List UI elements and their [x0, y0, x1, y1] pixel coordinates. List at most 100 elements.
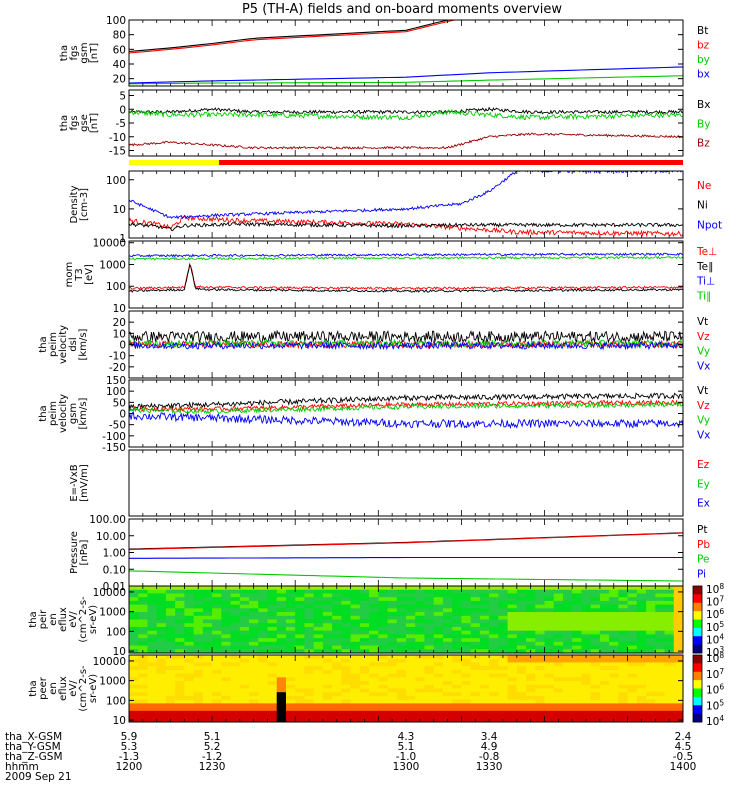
spectrogram-cell: [461, 626, 472, 632]
spectrogram-cell: [239, 707, 250, 712]
spectrogram-cell: [313, 589, 324, 595]
spectrogram-cell: [461, 641, 472, 647]
spectrogram-cell: [664, 626, 675, 632]
spectrogram-cell: [396, 597, 407, 602]
spectrogram-cell: [507, 662, 518, 667]
spectrogram-cell: [249, 634, 259, 639]
y-tick-label: 0.10: [103, 564, 126, 576]
spectrogram-cell: [479, 681, 490, 686]
spectrogram-cell: [516, 645, 527, 650]
spectrogram-cell: [396, 586, 407, 591]
spectrogram-cell: [129, 662, 139, 667]
spectrogram-cell: [212, 615, 222, 621]
spectrogram-cell: [193, 641, 204, 647]
spectrogram-cell: [590, 714, 601, 719]
spectrogram-cell: [359, 641, 370, 647]
spectrogram-cell: [221, 615, 232, 621]
spectrogram-cell: [489, 710, 499, 716]
spectrogram-cell: [322, 641, 333, 647]
spectrogram-cell: [516, 600, 527, 606]
spectrogram-cell: [369, 662, 379, 667]
spectrogram-cell: [175, 615, 185, 621]
spectrogram-cell: [516, 662, 527, 667]
spectrogram-cell: [239, 718, 250, 722]
spectrogram-cell: [332, 630, 342, 635]
spectrogram-cell: [193, 626, 204, 632]
spectrogram-cell: [359, 593, 370, 598]
spectrogram-cell: [378, 681, 389, 686]
spectrogram-cell: [470, 604, 481, 609]
spectrogram-cell: [507, 638, 518, 643]
spectrogram-cell: [249, 684, 259, 690]
spectrogram-cell: [267, 699, 278, 704]
spectrogram-cell: [258, 612, 269, 617]
spectrogram-cell: [359, 688, 370, 693]
spectrogram-cell: [609, 623, 619, 628]
spectrogram-cell: [221, 612, 232, 617]
spectrogram-cell: [295, 649, 306, 653]
y-tick-label: 100: [106, 281, 126, 293]
spectrogram-cell: [156, 623, 167, 628]
colorbar-exponent: 6: [719, 607, 724, 616]
spectrogram-cell: [387, 684, 398, 690]
legend-Bx: Bx: [697, 99, 710, 111]
spectrogram-cell: [535, 649, 546, 653]
spectrogram-cell: [295, 655, 306, 660]
series-line-bx: [129, 66, 683, 84]
spectrogram-cell: [516, 626, 527, 632]
spectrogram-cell: [175, 669, 185, 675]
spectrogram-cell: [221, 662, 232, 667]
spectrogram-cell: [618, 623, 629, 628]
spectrogram-cell: [562, 662, 573, 667]
spectrogram-cell: [313, 608, 324, 613]
spectrogram-cell: [184, 645, 195, 650]
spectrogram-cell: [276, 681, 287, 686]
spectrogram-cell: [369, 669, 379, 675]
spectrogram-cell: [138, 634, 149, 639]
spectrogram-cell: [618, 612, 629, 617]
spectrogram-cell: [406, 634, 416, 639]
legend-Vt: Vt: [697, 316, 708, 328]
spectrogram-cell: [230, 619, 241, 624]
spectrogram-cell: [359, 714, 370, 719]
spectrogram-cell: [572, 630, 583, 635]
spectrogram-cell: [276, 593, 287, 598]
spectrogram-cell: [470, 630, 481, 635]
spectrogram-cell: [470, 692, 481, 697]
spectrogram-cell: [544, 604, 555, 609]
spectrogram-cell: [590, 589, 601, 595]
spectrogram-cell: [526, 666, 536, 671]
spectrogram-cell: [507, 718, 518, 722]
spectrogram-cell: [359, 677, 370, 682]
series-line-Npot: [129, 171, 682, 220]
spectrogram-cell: [221, 673, 232, 678]
spectrogram-cell: [285, 669, 296, 675]
spectrogram-cell: [322, 710, 333, 716]
y-tick-label: 100: [106, 386, 126, 398]
spectrogram-cell: [341, 681, 352, 686]
spectrogram-cell: [175, 586, 185, 591]
spectrogram-cell: [332, 626, 342, 632]
y-axis-label: velocity: [58, 394, 69, 433]
spectrogram-cell: [627, 692, 638, 697]
spectrogram-cell: [230, 612, 241, 617]
spectrogram-cell: [655, 688, 666, 693]
spectrogram-cell: [572, 699, 583, 704]
spectrogram-cell: [129, 645, 139, 650]
spectrogram-cell: [553, 589, 564, 595]
spectrogram-cell: [322, 612, 333, 617]
spectrogram-cell: [295, 688, 306, 693]
spectrogram-cell: [313, 677, 324, 682]
spectrogram-cell: [350, 688, 361, 693]
spectrogram-cell: [627, 615, 638, 621]
spectrogram-cell: [562, 684, 573, 690]
spectrogram-cell: [646, 658, 656, 664]
spectrogram-cell: [406, 608, 416, 613]
spectrogram-cell: [406, 699, 416, 704]
spectrogram-cell: [526, 707, 536, 712]
spectrogram-cell: [332, 658, 342, 664]
spectrogram-cell: [267, 669, 278, 675]
spectrogram-cell: [452, 699, 462, 704]
spectrogram-cell: [433, 623, 444, 628]
